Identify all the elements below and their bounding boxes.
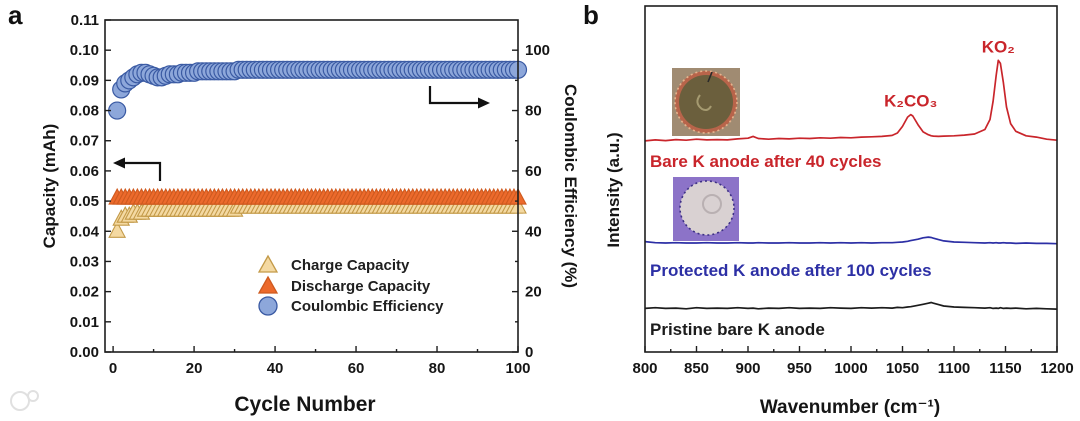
left-y-tick-label: 0.05 xyxy=(70,193,99,210)
panel-b-x-axis-title: Wavenumber (cm⁻¹) xyxy=(760,397,940,418)
right-y-tick-label: 100 xyxy=(525,42,550,59)
left-y-tick-label: 0.02 xyxy=(70,284,99,301)
right-y-tick-label: 80 xyxy=(525,103,542,120)
panel-a-left-axis-title: Capacity (mAh) xyxy=(40,124,59,249)
protected-anode-photo-edge xyxy=(679,180,735,236)
series-label-pristine-anode: Pristine bare K anode xyxy=(650,320,825,339)
peak-label-ko2: KO₂ xyxy=(982,37,1015,56)
x-tick-label: 40 xyxy=(267,360,284,377)
left-y-tick-label: 0.04 xyxy=(70,223,100,240)
panel-a-x-axis-title: Cycle Number xyxy=(234,393,375,416)
x-tick-label: 0 xyxy=(109,360,117,377)
x-tick-label: 1050 xyxy=(886,360,919,377)
legend-marker-discharge-capacity xyxy=(257,275,279,294)
panel-b-axes: 800 850 900 950 1000 1050 1100 1150 1200 xyxy=(632,346,1074,377)
right-y-tick-label: 0 xyxy=(525,344,533,361)
peak-label-k2co3: K₂CO₃ xyxy=(884,92,937,111)
panel-a-legend: Charge Capacity Discharge Capacity Coulo… xyxy=(257,254,444,316)
panel-a-axes: 0 20 40 60 80 100 0.00 0.01 0.02 0.03 0.04 0.05 0.06… xyxy=(70,12,550,377)
legend-label-discharge-capacity: Discharge Capacity xyxy=(291,278,431,295)
panel-label-b: b xyxy=(583,0,599,30)
legend-marker-coulombic-efficiency xyxy=(258,296,278,316)
left-y-tick-label: 0.03 xyxy=(70,253,99,270)
left-y-tick-label: 0.09 xyxy=(70,72,99,89)
spectrum-protected-anode-100-cycles xyxy=(644,236,1058,245)
legend-label-charge-capacity: Charge Capacity xyxy=(291,257,410,274)
watermark-logo-dot xyxy=(27,390,39,402)
bare-anode-photo xyxy=(672,68,740,136)
left-y-tick-label: 0.01 xyxy=(70,314,99,331)
x-tick-label: 1150 xyxy=(989,360,1022,377)
left-axis-arrow xyxy=(113,157,162,181)
left-y-tick-label: 0.10 xyxy=(70,42,99,59)
bare-anode-photo-tweezer xyxy=(707,71,713,83)
x-tick-label: 1200 xyxy=(1040,360,1073,377)
panel-a-right-axis-title: Coulombic Efficiency (%) xyxy=(561,84,580,288)
spectrum-pristine-bare-anode xyxy=(644,301,1058,310)
x-tick-label: 900 xyxy=(735,360,760,377)
bare-anode-photo-disc xyxy=(679,75,733,129)
protected-anode-photo-mark xyxy=(702,194,722,214)
x-tick-label: 1000 xyxy=(834,360,867,377)
right-y-tick-label: 40 xyxy=(525,223,542,240)
bare-anode-photo-mark xyxy=(696,94,712,111)
watermark-logo-ring xyxy=(10,391,30,411)
x-tick-label: 20 xyxy=(186,360,203,377)
right-axis-arrow xyxy=(428,86,490,109)
panel-label-a: a xyxy=(8,0,23,30)
panel-a-data-marks xyxy=(108,60,528,238)
x-tick-label: 100 xyxy=(505,360,530,377)
panel-b-spectra xyxy=(644,59,1058,310)
right-y-tick-label: 60 xyxy=(525,163,542,180)
left-axis-arrow-head xyxy=(113,157,125,169)
charge-capacity-series xyxy=(108,196,527,238)
spectrum-bare-anode-40-cycles xyxy=(644,59,1058,142)
x-tick-label: 800 xyxy=(632,360,657,377)
right-axis-arrow-line xyxy=(428,86,479,105)
discharge-capacity-series xyxy=(108,187,527,205)
x-tick-label: 850 xyxy=(684,360,709,377)
protected-anode-photo-disc xyxy=(680,181,734,235)
panel-b-raman-chart: 800 850 900 950 1000 1050 1100 1150 1200 Bare K … xyxy=(604,5,1074,418)
left-axis-arrow-line xyxy=(125,161,162,181)
x-tick-label: 1100 xyxy=(938,360,971,377)
legend-marker-charge-capacity xyxy=(257,254,279,273)
right-axis-arrow-head xyxy=(478,97,490,109)
left-y-tick-label: 0.00 xyxy=(70,344,99,361)
panel-a-plot-frame xyxy=(104,19,519,353)
legend-label-coulombic-efficiency: Coulombic Efficiency xyxy=(291,298,444,315)
left-y-tick-label: 0.08 xyxy=(70,103,99,120)
panel-b-y-axis-title: Intensity (a.u.) xyxy=(604,132,623,247)
series-label-bare-anode: Bare K anode after 40 cycles xyxy=(650,152,882,171)
x-tick-label: 80 xyxy=(429,360,446,377)
series-label-protected-anode: Protected K anode after 100 cycles xyxy=(650,261,932,280)
right-y-tick-label: 20 xyxy=(525,284,542,301)
charge-capacity-point xyxy=(108,221,127,238)
left-y-tick-label: 0.07 xyxy=(70,133,99,150)
coulombic-efficiency-point xyxy=(108,101,127,120)
left-y-tick-label: 0.06 xyxy=(70,163,99,180)
panel-a-capacity-chart: 0 20 40 60 80 100 0.00 0.01 0.02 0.03 0.04 0.05 0.06… xyxy=(40,12,580,416)
bare-anode-photo-edge xyxy=(674,70,738,134)
x-tick-label: 950 xyxy=(787,360,812,377)
left-y-tick-label: 0.11 xyxy=(71,12,99,29)
watermark-logo xyxy=(10,390,39,411)
x-tick-label: 60 xyxy=(348,360,365,377)
protected-anode-photo xyxy=(673,177,739,241)
